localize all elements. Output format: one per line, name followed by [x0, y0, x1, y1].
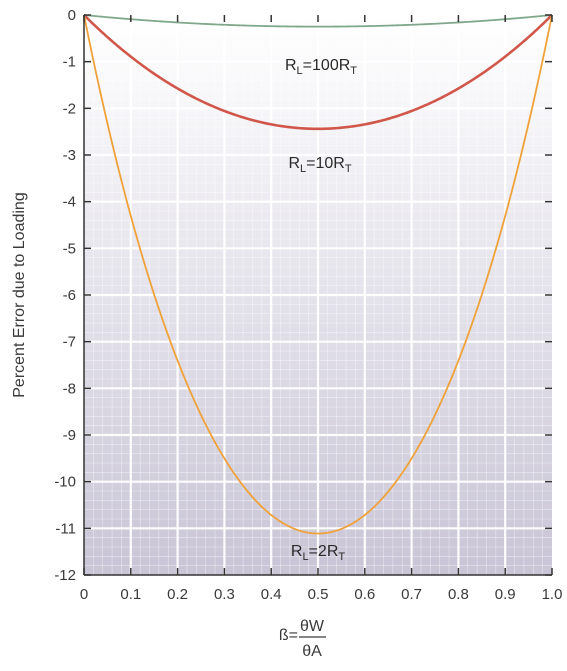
x-tick-label: 0.5	[308, 586, 329, 603]
x-axis-title: ß= θW θA	[279, 618, 326, 660]
y-tick-label: -1	[63, 54, 76, 71]
x-tick-label: 0.7	[401, 586, 422, 603]
x-axis-title-prefix: ß=	[279, 627, 298, 644]
series-line-rl-10rt	[83, 14, 553, 131]
x-tick-label: 0.3	[214, 586, 235, 603]
x-tick-labels: 0 0.1 0.2 0.3 0.4 0.5 0.6 0.7 0.8 0.9 1.0	[80, 586, 563, 603]
x-tick-label: 0	[80, 586, 88, 603]
x-tick-label: 0.1	[120, 586, 141, 603]
grid-lines	[84, 15, 552, 575]
x-tick-label: 1.0	[542, 586, 563, 603]
x-tick-label: 0.9	[495, 586, 516, 603]
y-axis-title: Percent Error due to Loading	[11, 192, 28, 397]
y-tick-label: -11	[55, 520, 76, 537]
y-tick-labels: 0 -1 -2 -3 -4 -5 -6 -7 -8 -9 -10 -11 -12	[54, 7, 76, 584]
y-tick-label: -7	[63, 334, 76, 351]
curves	[83, 14, 553, 535]
axes	[83, 14, 553, 576]
y-tick-label: -3	[63, 147, 76, 164]
y-tick-label: -8	[63, 380, 76, 397]
series-line-rl-2rt	[83, 14, 553, 535]
y-tick-label: 0	[68, 7, 76, 24]
series-line-rl-100rt	[83, 14, 553, 28]
curve-label-rl-2rt: RL=2RT	[291, 543, 345, 563]
curve-label-rl-100rt: RL=100RT	[285, 57, 357, 77]
x-tick-label: 0.8	[448, 586, 469, 603]
y-tick-label: -4	[63, 194, 76, 211]
y-tick-label: -10	[54, 474, 76, 491]
x-axis-title-denominator: θA	[302, 643, 322, 660]
y-tick-label: -5	[63, 240, 76, 257]
curve-label-rl-10rt: RL=10RT	[288, 155, 351, 175]
x-tick-label: 0.2	[167, 586, 188, 603]
y-tick-label: -9	[63, 427, 76, 444]
y-tick-label: -12	[54, 567, 76, 584]
y-tick-label: -6	[63, 287, 76, 304]
x-tick-label: 0.4	[261, 586, 282, 603]
y-tick-label: -2	[63, 100, 76, 117]
curve-labels: RL=100RT RL=10RT RL=2RT	[285, 57, 357, 563]
x-tick-label: 0.6	[354, 586, 375, 603]
x-axis-title-numerator: θW	[300, 618, 325, 635]
